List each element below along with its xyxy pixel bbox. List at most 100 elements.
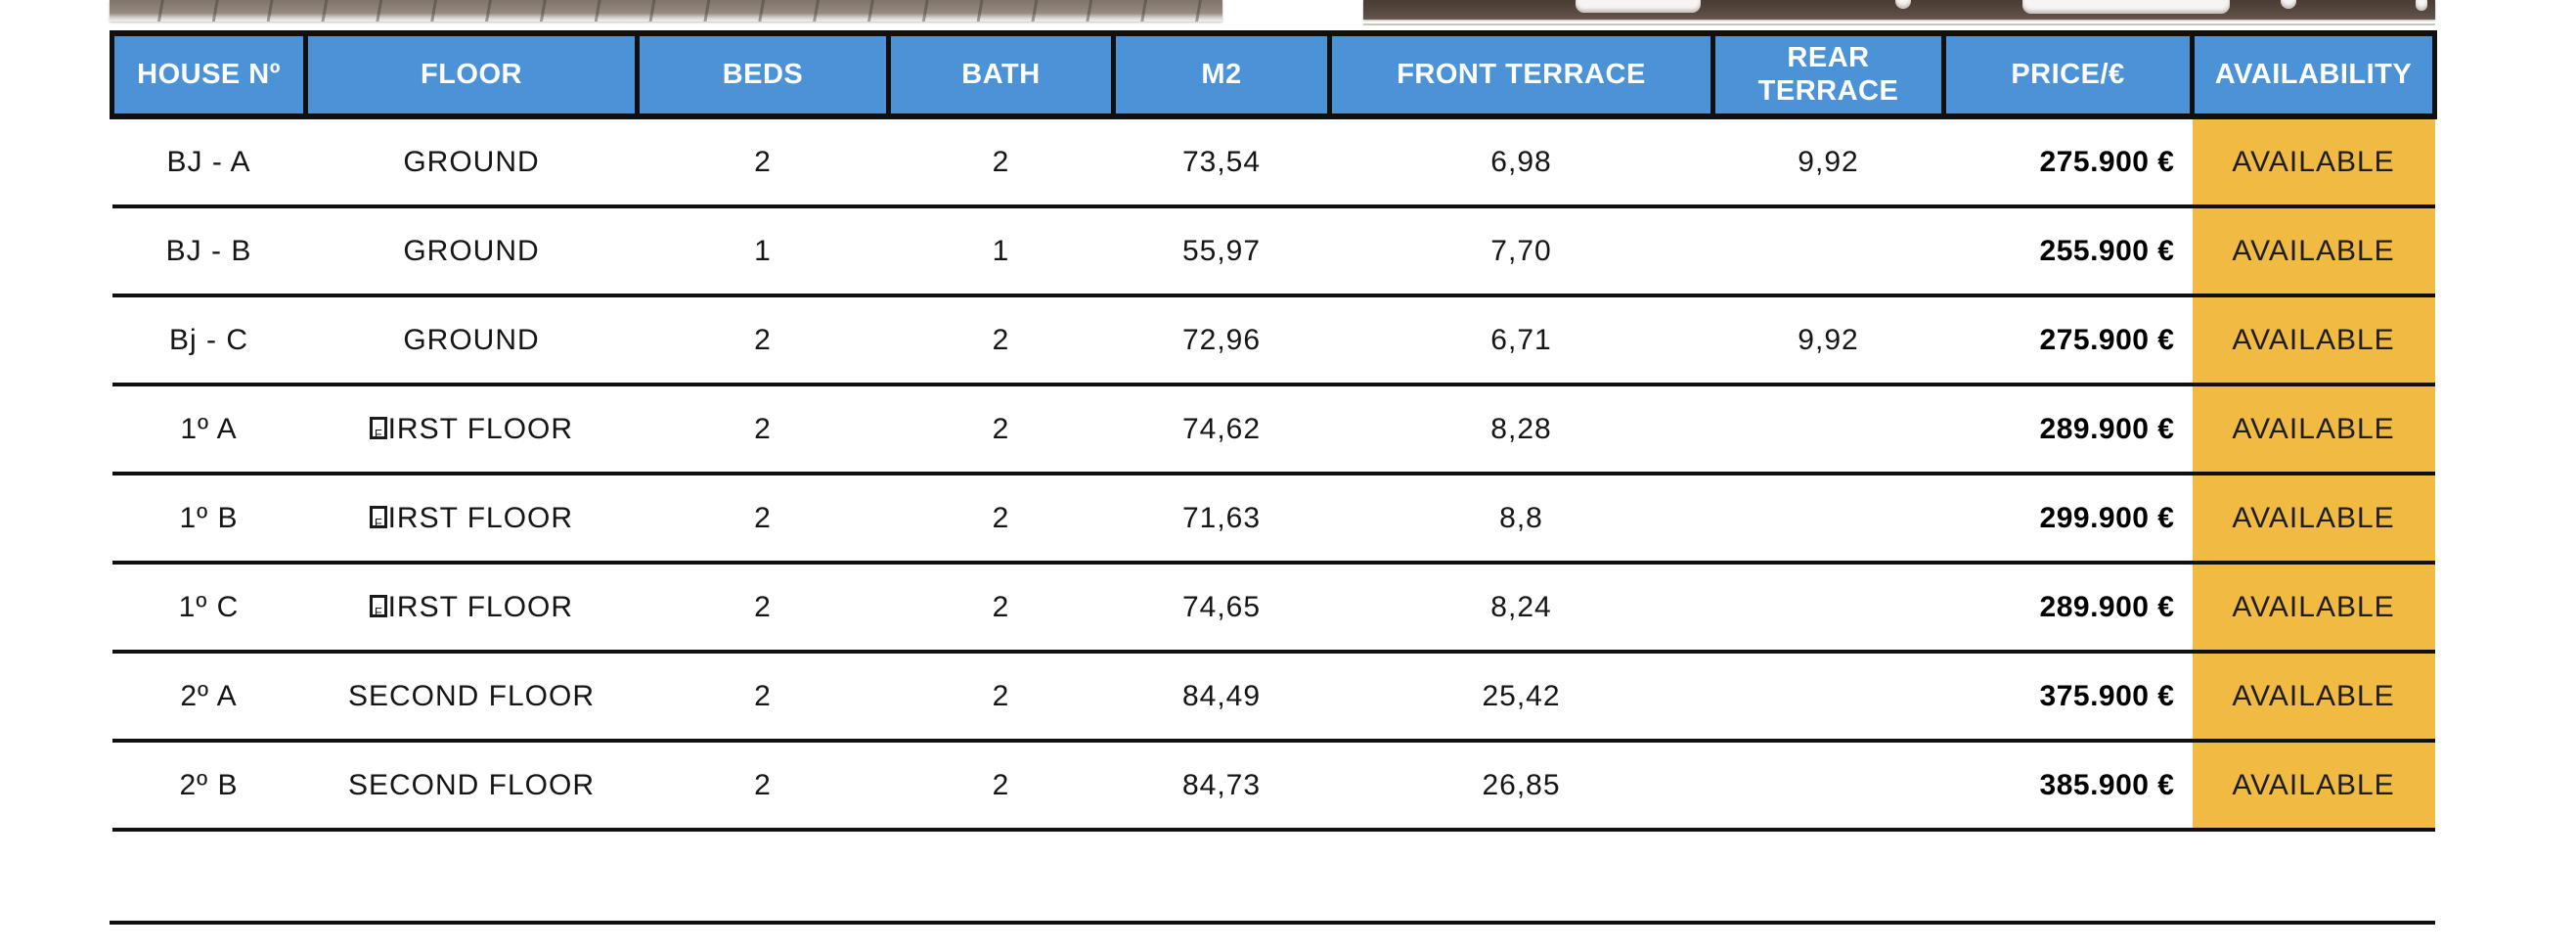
cell-price: 255.900 € [1943,206,2193,297]
cell-price: 375.900 € [1943,652,2193,743]
cell-availability: AVAILABLE [2192,385,2435,476]
cell-rear-terrace [1712,385,1944,476]
cell-price: 289.900 € [1943,385,2193,476]
table-body: BJ - A GROUND 2 2 73,54 6,98 9,92 275.900 € AVAI… [111,116,2435,832]
cell-price: 275.900 € [1943,295,2193,386]
paving-photo-fragment [110,0,1222,22]
cell-house: 2º B [111,741,306,832]
table-row: 1º C F IRST FLOOR 2 2 74,65 8,24 289.900 € AVAIL… [111,563,2435,654]
cell-bath: 2 [888,295,1114,386]
cell-beds: 2 [637,295,889,386]
cell-rear-terrace [1712,563,1944,654]
cell-house: 2º A [111,652,306,743]
cell-house: 1º C [111,563,306,654]
cell-m2: 72,96 [1113,295,1330,386]
col-header-beds: BEDS [635,30,891,119]
cell-front-terrace: 6,98 [1329,116,1713,208]
cell-m2: 55,97 [1113,206,1330,297]
header-row: HOUSE Nº FLOOR BEDS BATH M2 FRONT TERRAC… [110,30,2437,119]
table-row: 1º A F IRST FLOOR 2 2 74,62 8,28 289.900 € AVAIL… [111,385,2435,476]
cell-house: 1º B [111,474,306,565]
cell-house: Bj - C [111,295,306,386]
cell-rear-terrace [1712,741,1944,832]
cell-availability: AVAILABLE [2192,474,2435,565]
cell-availability: AVAILABLE [2192,116,2435,208]
cell-availability: AVAILABLE [2192,563,2435,654]
damaged-glyph: F [369,594,387,618]
cell-beds: 2 [637,116,889,208]
cell-floor: SECOND FLOOR [305,741,638,832]
cell-bath: 1 [888,206,1114,297]
cell-rear-terrace: 9,92 [1712,295,1944,386]
cell-m2: 71,63 [1113,474,1330,565]
availability-table: HOUSE Nº FLOOR BEDS BATH M2 FRONT TERRAC… [110,30,2437,832]
cell-m2: 84,73 [1113,741,1330,832]
cell-beds: 2 [637,652,889,743]
white-furniture-shape [2416,0,2427,11]
cell-front-terrace: 8,24 [1329,563,1713,654]
table-row: Bj - C GROUND 2 2 72,96 6,71 9,92 275.900 € AVAI… [111,295,2435,386]
table-row: 1º B F IRST FLOOR 2 2 71,63 8,8 299.900 € AVAILA… [111,474,2435,565]
white-furniture-shape [2281,0,2296,9]
cell-rear-terrace [1712,474,1944,565]
cell-floor: GROUND [305,116,638,208]
damaged-glyph: F [369,505,387,529]
cell-price: 275.900 € [1943,116,2193,208]
cell-beds: 2 [637,474,889,565]
damaged-glyph: F [369,416,387,440]
table-row: BJ - A GROUND 2 2 73,54 6,98 9,92 275.900 € AVAI… [111,116,2435,208]
cell-bath: 2 [888,116,1114,208]
cell-front-terrace: 8,28 [1329,385,1713,476]
cell-bath: 2 [888,652,1114,743]
table-row: 2º A SECOND FLOOR 2 2 84,49 25,42 375.900 € AVA… [111,652,2435,743]
table-row: BJ - B GROUND 1 1 55,97 7,70 255.900 € AVAILABL… [111,206,2435,297]
cell-beds: 2 [637,563,889,654]
cell-front-terrace: 8,8 [1329,474,1713,565]
col-header-floor: FLOOR [303,30,640,119]
cell-bath: 2 [888,474,1114,565]
white-furniture-shape [1576,0,1701,13]
table-row: 2º B SECOND FLOOR 2 2 84,73 26,85 385.900 € AVA… [111,741,2435,832]
col-header-availability: AVAILABILITY [2190,30,2437,119]
col-header-m2: M2 [1111,30,1332,119]
cell-price: 385.900 € [1943,741,2193,832]
cell-rear-terrace [1712,206,1944,297]
cell-rear-terrace: 9,92 [1712,116,1944,208]
col-header-price: PRICE/€ [1941,30,2195,119]
white-furniture-shape [1895,0,1911,9]
cell-front-terrace: 7,70 [1329,206,1713,297]
cell-house: 1º A [111,385,306,476]
col-header-house: HOUSE Nº [110,30,308,119]
bottom-rule [110,921,2435,925]
cell-m2: 73,54 [1113,116,1330,208]
cell-availability: AVAILABLE [2192,206,2435,297]
cell-price: 299.900 € [1943,474,2193,565]
cell-floor: GROUND [305,295,638,386]
col-header-rear-terrace: REAR TERRACE [1710,30,1946,119]
cell-floor: SECOND FLOOR [305,652,638,743]
cell-floor: F IRST FLOOR [305,385,638,476]
cell-house: BJ - B [111,206,306,297]
cell-front-terrace: 26,85 [1329,741,1713,832]
cell-m2: 74,65 [1113,563,1330,654]
cell-availability: AVAILABLE [2192,652,2435,743]
cell-floor: GROUND [305,206,638,297]
cell-front-terrace: 25,42 [1329,652,1713,743]
cell-bath: 2 [888,563,1114,654]
cell-house: BJ - A [111,116,306,208]
cell-m2: 74,62 [1113,385,1330,476]
cell-rear-terrace [1712,652,1944,743]
cell-floor: F IRST FLOOR [305,474,638,565]
cell-front-terrace: 6,71 [1329,295,1713,386]
cell-price: 289.900 € [1943,563,2193,654]
cell-floor: F IRST FLOOR [305,563,638,654]
cell-beds: 1 [637,206,889,297]
col-header-bath: BATH [886,30,1116,119]
cell-availability: AVAILABLE [2192,741,2435,832]
cell-m2: 84,49 [1113,652,1330,743]
cell-beds: 2 [637,741,889,832]
cell-availability: AVAILABLE [2192,295,2435,386]
cell-bath: 2 [888,385,1114,476]
interior-photo-fragment [1363,0,2435,25]
